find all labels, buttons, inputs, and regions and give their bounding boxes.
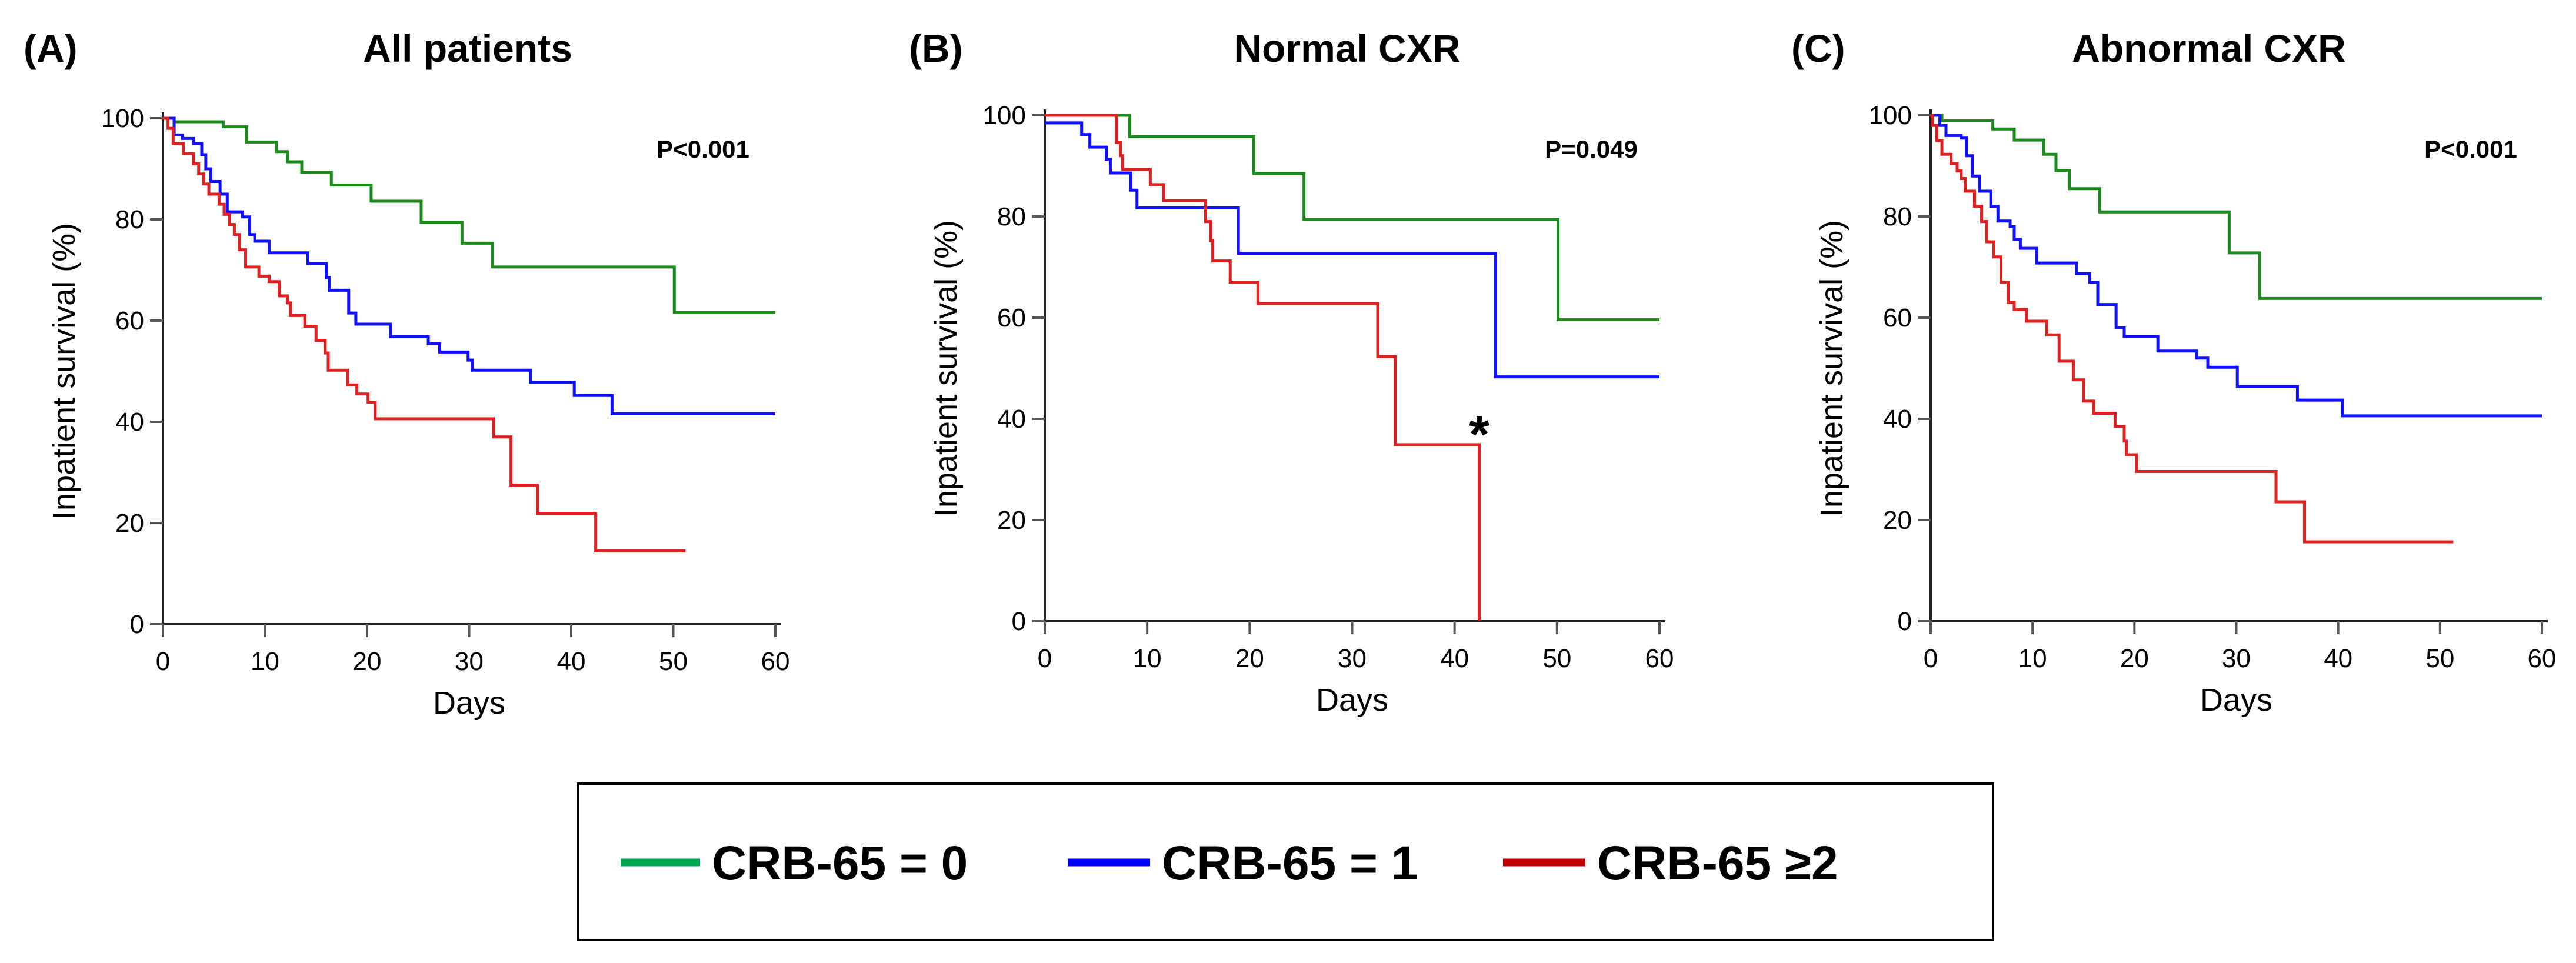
y-tick-label: 100 [1869,101,1912,130]
survival-curve-crb0 [163,116,775,314]
x-axis-label: Days [1316,682,1388,718]
y-axis-label: Inpatient survival (%) [46,223,82,519]
y-tick-label: 60 [115,306,144,335]
significance-asterisk: * [1469,405,1489,464]
y-tick-label: 100 [983,101,1026,130]
survival-curve-crb2 [1045,114,1481,621]
y-tick-label: 20 [115,509,144,538]
x-tick-label: 50 [2425,644,2454,673]
survival-curve-crb2 [1931,114,2454,544]
x-tick-label: 0 [1038,644,1052,673]
panel-label: (B) [909,26,963,70]
x-tick-label: 20 [1235,644,1264,673]
x-tick-label: 30 [1338,644,1367,673]
p-value: P<0.001 [2424,135,2517,163]
y-tick-label: 60 [1883,304,1912,332]
x-tick-label: 10 [251,647,279,676]
x-axis-label: Days [2200,682,2272,718]
x-tick-label: 60 [761,647,790,676]
y-tick-label: 40 [997,405,1026,434]
y-tick-label: 80 [115,205,144,234]
y-tick-label: 0 [130,610,144,639]
panel-label: (C) [1791,26,1845,70]
chart-title: All patients [363,26,572,70]
x-tick-label: 50 [1542,644,1571,673]
y-tick-label: 40 [1883,405,1912,434]
p-value: P<0.001 [657,135,749,163]
x-tick-label: 40 [2324,644,2352,673]
x-tick-label: 0 [156,647,170,676]
x-tick-label: 40 [1440,644,1469,673]
chart-title: Abnormal CXR [2072,26,2346,70]
x-tick-label: 60 [1645,644,1674,673]
survival-curve-crb0 [1045,114,1659,321]
panel-b: (B) Normal CXR P=0.049 0 20 40 60 80 100 0 10 20 30 4… [909,26,1674,718]
y-tick-label: 80 [1883,202,1912,231]
legend-label-1: CRB-65 = 1 [1162,837,1418,890]
chart-title: Normal CXR [1234,26,1460,70]
y-tick-label: 40 [115,408,144,436]
x-tick-label: 10 [1133,644,1162,673]
panel-label: (A) [24,26,78,70]
x-tick-label: 20 [2120,644,2149,673]
y-tick-label: 0 [1898,607,1912,636]
survival-curve-crb1 [163,116,775,415]
legend-box [577,782,1994,941]
survival-curve-crb1 [1931,114,2542,418]
panel-a: (A) All patients P<0.001 0 20 40 60 80 100 0 10 20 3… [24,26,789,721]
x-tick-label: 30 [455,647,484,676]
y-axis-label: Inpatient survival (%) [928,220,964,517]
survival-curve-crb2 [163,116,686,552]
legend: CRB-65 = 0 CRB-65 = 1 CRB-65 ≥2 [577,782,1994,941]
p-value: P=0.049 [1545,135,1638,163]
x-tick-label: 60 [2528,644,2557,673]
x-tick-label: 10 [2018,644,2047,673]
legend-label-0: CRB-65 = 0 [712,837,968,890]
survival-curve-crb0 [1931,114,2542,300]
legend-label-2: CRB-65 ≥2 [1597,837,1838,890]
y-tick-label: 60 [997,304,1026,332]
y-axis-label: Inpatient survival (%) [1814,220,1849,517]
y-tick-label: 20 [1883,506,1912,535]
x-axis-label: Days [433,685,505,721]
x-tick-label: 40 [557,647,586,676]
x-tick-label: 0 [1924,644,1938,673]
panel-c: (C) Abnormal CXR P<0.001 0 20 40 60 80 100 0 10 20 3… [1791,26,2556,718]
survival-curve-crb1 [1045,121,1659,379]
y-tick-label: 100 [101,104,144,133]
y-tick-label: 80 [997,202,1026,231]
x-tick-label: 30 [2222,644,2251,673]
y-tick-label: 20 [997,506,1026,535]
y-tick-label: 0 [1012,607,1026,636]
x-tick-label: 20 [353,647,382,676]
x-tick-label: 50 [659,647,688,676]
